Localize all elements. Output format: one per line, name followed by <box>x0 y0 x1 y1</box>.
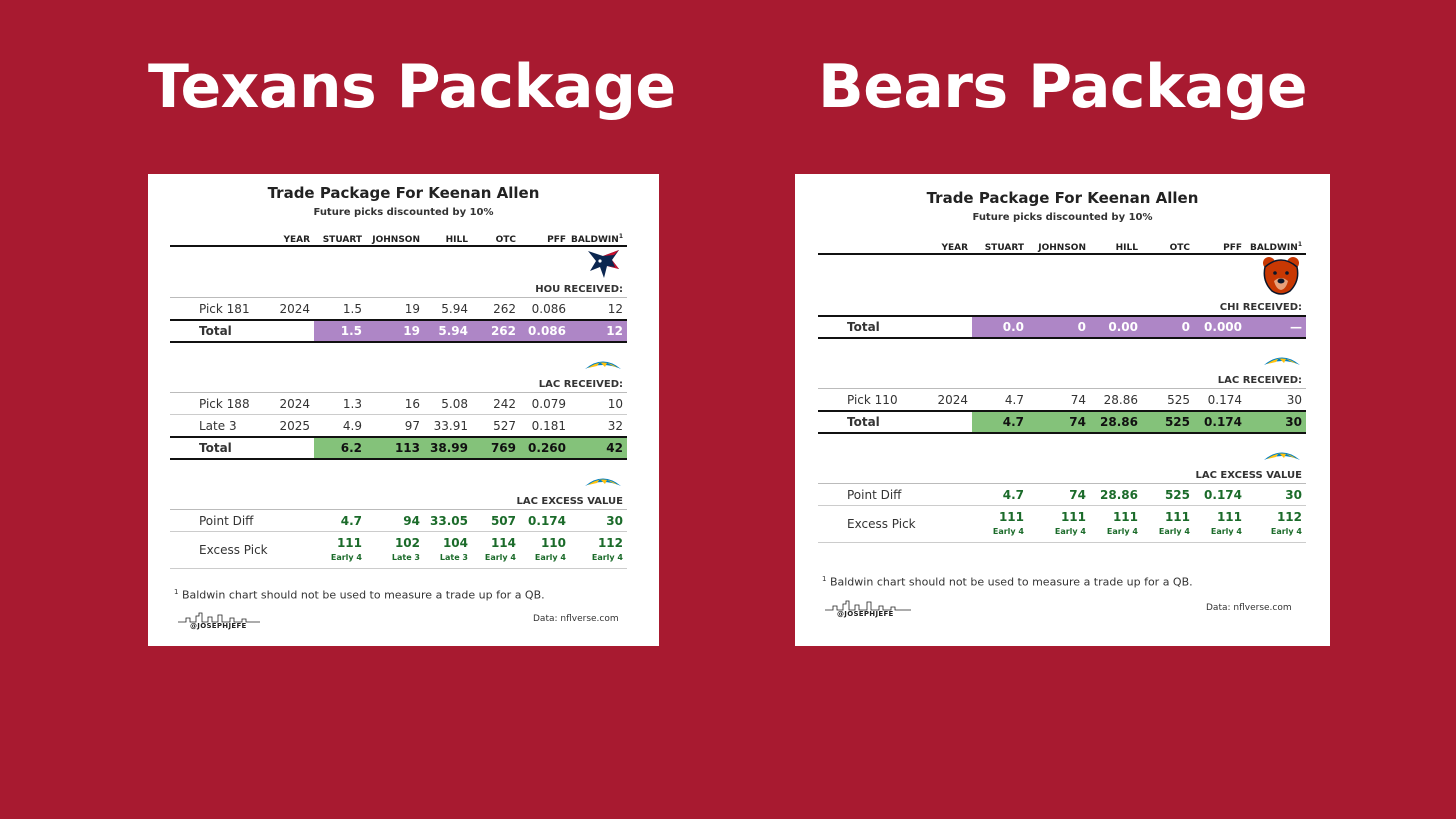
col-otc: OTC <box>1142 236 1194 255</box>
total-row: Total 1.5 19 5.94 262 0.086 12 <box>170 319 627 343</box>
signature-logo: @JOSEPHJEFE <box>178 610 268 632</box>
table-row: Pick 110 2024 4.7 74 28.86 525 0.174 30 <box>818 388 1306 412</box>
chargers-logo-row <box>170 342 627 377</box>
section-label-row: LAC EXCESS VALUE <box>170 494 627 510</box>
excess-pick-row: Excess Pick 111 Early 4 111 Early 4 111 Ear… <box>818 505 1306 543</box>
texans-package-heading: Texans Package <box>148 52 676 122</box>
chargers-logo-row <box>818 433 1306 468</box>
table-row: Pick 181 2024 1.5 19 5.94 262 0.086 12 <box>170 297 627 321</box>
texans-logo-icon <box>588 250 619 278</box>
bears-logo-row <box>818 254 1306 300</box>
chargers-logo-icon <box>585 478 621 486</box>
section-label: LAC EXCESS VALUE <box>170 494 627 510</box>
data-source: Data: nflverse.com <box>533 614 619 624</box>
col-year: YEAR <box>931 236 972 255</box>
table-row: Late 3 2025 4.9 97 33.91 527 0.181 32 <box>170 414 627 438</box>
chargers-logo-icon <box>1264 452 1300 460</box>
section-label-row: HOU RECEIVED: <box>170 282 627 298</box>
total-row: Total 4.7 74 28.86 525 0.174 30 <box>818 410 1306 434</box>
baldwin-footnote: 1 Baldwin chart should not be used to me… <box>174 588 545 602</box>
col-pff: PFF <box>1194 236 1246 255</box>
chargers-logo-icon <box>585 361 621 369</box>
col-johnson: JOHNSON <box>1028 236 1090 255</box>
col-stuart: STUART <box>314 228 366 247</box>
col-baldwin: BALDWIN1 <box>570 228 627 247</box>
col-year: YEAR <box>277 228 314 247</box>
texans-trade-card: Trade Package For Keenan Allen Future pi… <box>148 174 659 646</box>
section-label: CHI RECEIVED: <box>818 300 1306 317</box>
col-hill: HILL <box>1090 236 1142 255</box>
section-label: LAC EXCESS VALUE <box>818 468 1306 484</box>
col-stuart: STUART <box>972 236 1028 255</box>
bears-logo-icon <box>1263 257 1299 295</box>
col-baldwin: BALDWIN1 <box>1246 236 1306 255</box>
card-subtitle: Future picks discounted by 10% <box>972 212 1153 223</box>
texans-trade-table: YEAR STUART JOHNSON HILL OTC PFF BALDWIN… <box>170 228 627 569</box>
header-row: YEAR STUART JOHNSON HILL OTC PFF BALDWIN… <box>818 236 1306 255</box>
section-label-row: LAC RECEIVED: <box>170 377 627 393</box>
section-label: LAC RECEIVED: <box>818 373 1306 389</box>
section-label: HOU RECEIVED: <box>170 282 627 298</box>
chargers-logo-icon <box>1264 357 1300 365</box>
total-row: Total 6.2 113 38.99 769 0.260 42 <box>170 436 627 460</box>
header-row: YEAR STUART JOHNSON HILL OTC PFF BALDWIN… <box>170 228 627 247</box>
point-diff-row: Point Diff 4.7 74 28.86 525 0.174 30 <box>818 483 1306 506</box>
chargers-logo-row <box>170 459 627 494</box>
bears-package-heading: Bears Package <box>817 52 1308 122</box>
card-title: Trade Package For Keenan Allen <box>926 189 1199 207</box>
col-hill: HILL <box>424 228 472 247</box>
total-row: Total 0.0 0 0.00 0 0.000 — <box>818 315 1306 339</box>
section-label: LAC RECEIVED: <box>170 377 627 393</box>
table-row: Pick 188 2024 1.3 16 5.08 242 0.079 10 <box>170 392 627 415</box>
section-label-row: CHI RECEIVED: <box>818 300 1306 317</box>
col-otc: OTC <box>472 228 520 247</box>
section-label-row: LAC RECEIVED: <box>818 373 1306 389</box>
point-diff-row: Point Diff 4.7 94 33.05 507 0.174 30 <box>170 509 627 532</box>
col-pff: PFF <box>520 228 570 247</box>
section-label-row: LAC EXCESS VALUE <box>818 468 1306 484</box>
card-subtitle: Future picks discounted by 10% <box>313 207 494 218</box>
card-title: Trade Package For Keenan Allen <box>267 184 540 202</box>
skyline-icon <box>178 612 260 623</box>
signature-logo: @JOSEPHJEFE <box>825 598 915 620</box>
baldwin-footnote: 1 Baldwin chart should not be used to me… <box>822 575 1193 589</box>
texans-logo-row <box>170 246 627 282</box>
bears-trade-table: YEAR STUART JOHNSON HILL OTC PFF BALDWIN… <box>818 236 1306 543</box>
col-johnson: JOHNSON <box>366 228 424 247</box>
data-source: Data: nflverse.com <box>1206 603 1292 613</box>
skyline-icon <box>825 600 911 611</box>
bears-trade-card: Trade Package For Keenan Allen Future pi… <box>795 174 1330 646</box>
excess-pick-row: Excess Pick 111 Early 4 102 Late 3 104 Late… <box>170 531 627 569</box>
chargers-logo-row <box>818 338 1306 373</box>
